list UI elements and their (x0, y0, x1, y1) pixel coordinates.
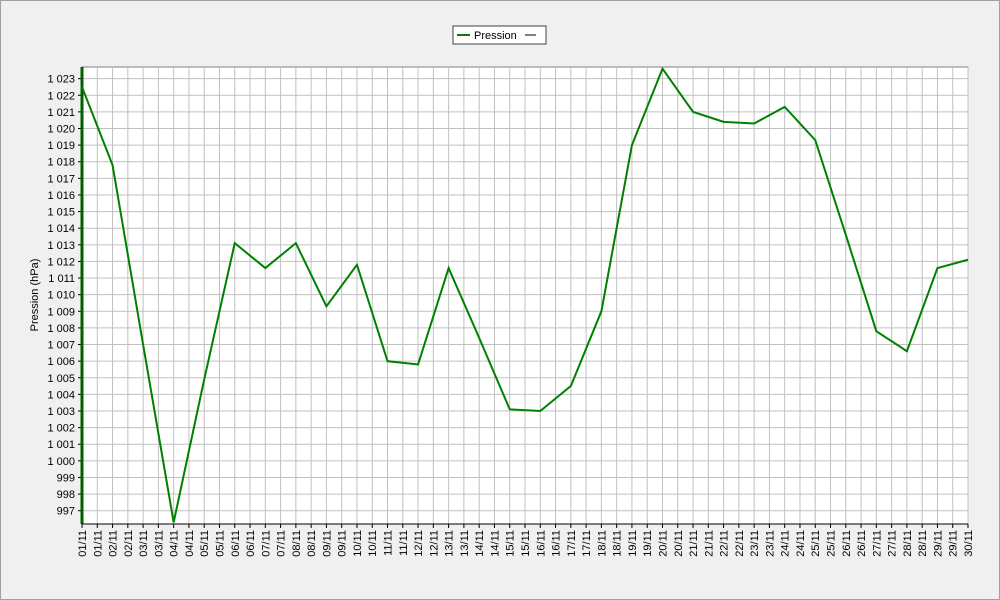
legend: Pression (452, 25, 547, 45)
y-tick-label: 1 007 (47, 340, 75, 352)
x-tick-label: 11/11 (383, 530, 395, 556)
x-tick-label: 15/11 (505, 530, 517, 557)
x-tick-label: 26/11 (841, 530, 853, 557)
x-tick-label: 25/11 (826, 530, 838, 557)
x-tick-label: 23/11 (749, 530, 761, 557)
x-tick-label: 29/11 (948, 530, 960, 557)
y-tick-label: 1 001 (47, 439, 75, 451)
y-tick-label: 1 014 (47, 223, 75, 235)
x-tick-label: 15/11 (520, 530, 532, 557)
x-tick-label: 05/11 (214, 530, 226, 557)
x-tick-label: 16/11 (551, 530, 563, 557)
x-tick-label: 17/11 (581, 530, 593, 557)
x-tick-label: 09/11 (321, 530, 333, 557)
x-tick-label: 02/11 (123, 530, 135, 557)
y-tick-label: 1 023 (47, 74, 75, 86)
x-tick-label: 02/11 (108, 530, 120, 557)
y-tick-label: 1 012 (47, 256, 75, 268)
x-tick-label: 13/11 (444, 530, 456, 557)
x-tick-label: 13/11 (459, 530, 471, 557)
x-tick-label: 11/11 (398, 530, 410, 556)
x-tick-label: 20/11 (673, 530, 685, 557)
x-tick-label: 06/11 (245, 530, 257, 557)
x-tick-label: 30/11 (963, 530, 975, 557)
x-tick-label: 28/11 (902, 530, 914, 557)
x-tick-label: 22/11 (734, 530, 746, 557)
y-tick-label: 1 000 (47, 456, 75, 468)
x-tick-label: 09/11 (337, 530, 349, 557)
x-tick-label: 28/11 (917, 530, 929, 557)
y-tick-label: 1 013 (47, 240, 75, 252)
x-tick-label: 21/11 (703, 530, 715, 557)
x-tick-label: 25/11 (810, 530, 822, 557)
y-tick-label: 1 008 (47, 323, 75, 335)
x-tick-label: 07/11 (276, 530, 288, 557)
y-tick-label: 999 (57, 472, 75, 484)
x-tick-label: 24/11 (795, 530, 807, 557)
y-tick-label: 1 020 (47, 123, 75, 135)
y-tick-label: 1 009 (47, 306, 75, 318)
legend-label: Pression (474, 30, 517, 42)
x-tick-label: 20/11 (657, 530, 669, 557)
x-tick-label: 12/11 (428, 530, 440, 557)
x-tick-label: 14/11 (474, 530, 486, 557)
x-tick-label: 04/11 (184, 530, 196, 557)
x-tick-label: 23/11 (764, 530, 776, 557)
y-tick-label: 1 022 (47, 90, 75, 102)
x-tick-label: 03/11 (138, 530, 150, 557)
y-tick-label: 1 015 (47, 207, 75, 219)
y-tick-label: 1 018 (47, 157, 75, 169)
x-tick-label: 08/11 (306, 530, 318, 557)
y-tick-label: 1 006 (47, 356, 75, 368)
x-tick-label: 05/11 (199, 530, 211, 557)
x-tick-label: 08/11 (291, 530, 303, 557)
y-tick-label: 997 (57, 506, 75, 518)
x-tick-label: 17/11 (566, 530, 578, 557)
x-tick-label: 18/11 (612, 530, 624, 557)
y-tick-label: 1 011 (48, 273, 75, 285)
x-tick-label: 10/11 (367, 530, 379, 557)
x-tick-label: 01/11 (92, 530, 104, 557)
x-tick-label: 19/11 (627, 530, 639, 557)
y-tick-label: 1 003 (47, 406, 75, 418)
x-tick-label: 01/11 (77, 530, 89, 557)
x-tick-label: 03/11 (153, 530, 165, 557)
x-tick-label: 06/11 (230, 530, 242, 557)
x-tick-label: 27/11 (887, 530, 899, 557)
x-tick-label: 26/11 (856, 530, 868, 557)
x-tick-label: 27/11 (871, 530, 883, 557)
x-tick-label: 18/11 (596, 530, 608, 557)
x-tick-label: 10/11 (352, 530, 364, 557)
y-tick-label: 1 021 (47, 107, 75, 119)
y-tick-label: 998 (57, 489, 75, 501)
x-tick-label: 12/11 (413, 530, 425, 557)
x-tick-label: 29/11 (932, 530, 944, 557)
y-axis-title: Pression (hPa) (29, 259, 41, 332)
x-tick-label: 16/11 (535, 530, 547, 557)
y-tick-label: 1 017 (47, 173, 75, 185)
y-tick-label: 1 005 (47, 373, 75, 385)
x-tick-label: 14/11 (489, 530, 501, 557)
y-tick-label: 1 002 (47, 423, 75, 435)
legend-box (452, 25, 547, 45)
x-tick-label: 07/11 (260, 530, 272, 557)
y-tick-label: 1 010 (47, 290, 75, 302)
x-tick-label: 24/11 (780, 530, 792, 557)
y-tick-label: 1 016 (47, 190, 75, 202)
y-tick-label: 1 004 (47, 389, 75, 401)
y-tick-label: 1 019 (47, 140, 75, 152)
data-line (81, 66, 969, 523)
x-tick-label: 04/11 (169, 530, 181, 557)
x-tick-label: 22/11 (719, 530, 731, 557)
x-tick-label: 19/11 (642, 530, 654, 557)
x-tick-label: 21/11 (688, 530, 700, 557)
